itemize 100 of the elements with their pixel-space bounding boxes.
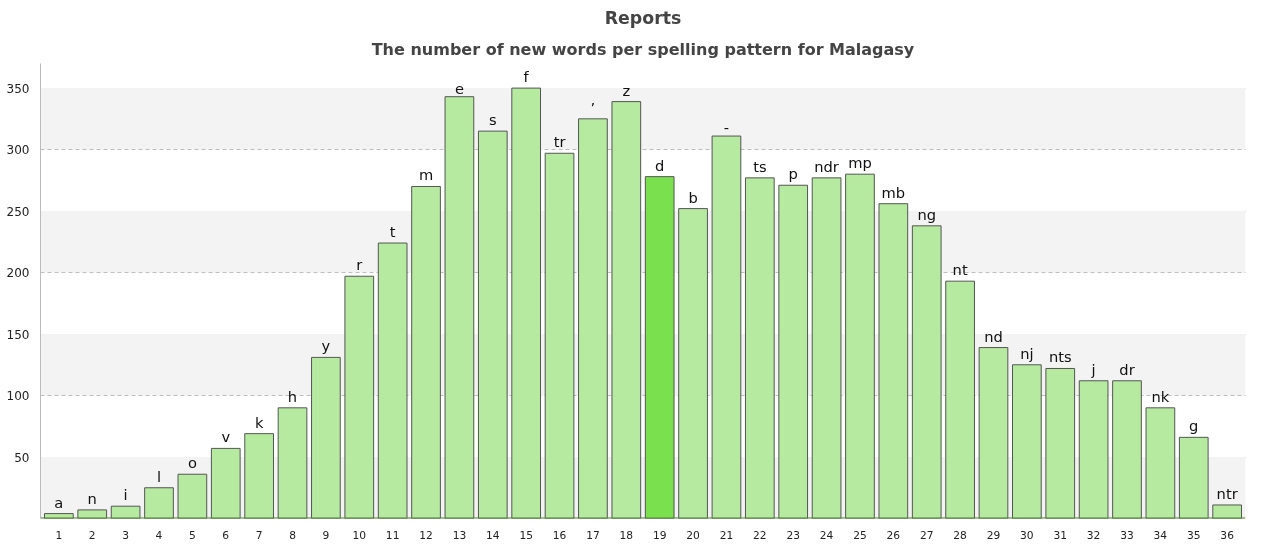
- annotation: p: [788, 165, 798, 183]
- bar: [444, 96, 475, 519]
- annotation: ntr: [1216, 484, 1239, 502]
- annotation: nd: [984, 327, 1003, 345]
- bar: [1078, 380, 1109, 519]
- bar: [1212, 504, 1242, 519]
- annotation: y: [321, 337, 331, 355]
- annotation: i: [123, 486, 128, 504]
- x-tick-label: 32: [1086, 528, 1101, 542]
- bar: [945, 280, 975, 519]
- bar: [1045, 367, 1076, 519]
- annotation: z: [622, 81, 631, 99]
- bar: [878, 203, 909, 519]
- x-tick-label: 22: [753, 528, 767, 542]
- bar: [377, 242, 408, 519]
- x-tick-label: 36: [1220, 528, 1235, 542]
- annotation: m: [418, 166, 434, 184]
- x-tick-label: 27: [919, 528, 934, 542]
- annotation: d: [655, 156, 665, 174]
- x-tick-label: 14: [486, 528, 500, 542]
- bar: [411, 185, 441, 519]
- bar: [678, 208, 708, 519]
- bar: [611, 101, 642, 519]
- annotation: ’: [590, 98, 596, 116]
- x-tick-label: 4: [155, 528, 163, 542]
- x-tick-label: 15: [519, 528, 533, 542]
- x-tick-label: 3: [122, 528, 130, 542]
- x-tick-label: 2: [88, 528, 96, 542]
- annotation: r: [356, 256, 364, 274]
- annotation: dr: [1119, 360, 1136, 378]
- bar: [1012, 364, 1042, 519]
- annotation: ndr: [814, 157, 840, 175]
- bar: [711, 135, 742, 519]
- annotation: nj: [1020, 344, 1034, 362]
- bar: [110, 505, 141, 519]
- annotation: b: [688, 188, 698, 206]
- annotation: n: [87, 489, 97, 507]
- annotation: v: [221, 428, 231, 446]
- x-tick-label: 13: [452, 528, 467, 542]
- bar: [77, 509, 108, 519]
- y-tick-label: 50: [14, 450, 30, 465]
- bar: [144, 487, 174, 519]
- chart-subtitle: The number of new words per spelling pattern for Malagasy: [371, 39, 915, 59]
- x-tick-label: 28: [953, 528, 968, 542]
- x-tick-label: 7: [255, 528, 263, 542]
- x-tick-label: 6: [222, 528, 230, 542]
- x-tick-label: 26: [886, 528, 901, 542]
- x-tick-label: 33: [1120, 528, 1134, 542]
- bar: [1145, 407, 1176, 519]
- y-tick-label: 300: [6, 143, 30, 158]
- annotation: j: [1090, 360, 1096, 378]
- annotation: -: [723, 119, 730, 137]
- bar: [177, 473, 208, 519]
- bar: [210, 447, 241, 519]
- x-tick-label: 12: [419, 528, 433, 542]
- x-tick-label: 20: [686, 528, 701, 542]
- x-tick-label: 29: [986, 528, 1001, 542]
- x-tick-label: 5: [188, 528, 196, 542]
- x-tick-label: 21: [719, 528, 734, 542]
- y-tick-label: 150: [6, 327, 30, 342]
- bar: [578, 118, 608, 519]
- annotation: o: [187, 454, 197, 472]
- bar: [1112, 380, 1142, 519]
- x-tick-label: 23: [786, 528, 800, 542]
- annotation: g: [1189, 417, 1199, 435]
- annotation: ts: [753, 157, 767, 175]
- annotation: e: [454, 79, 464, 97]
- y-tick-label: 200: [6, 266, 30, 281]
- x-tick-label: 18: [619, 528, 634, 542]
- bar: [811, 177, 842, 519]
- bar: [778, 184, 809, 519]
- x-tick-label: 34: [1153, 528, 1168, 542]
- x-tick-label: 19: [652, 528, 667, 542]
- x-tick-label: 9: [322, 528, 330, 542]
- bar: [845, 173, 875, 519]
- bar: [744, 177, 775, 519]
- annotation: l: [156, 467, 162, 485]
- y-tick-label: 100: [6, 389, 30, 404]
- annotation: ng: [917, 205, 937, 223]
- annotation: s: [488, 111, 497, 129]
- annotation: mp: [848, 154, 872, 172]
- x-tick-label: 1: [55, 528, 63, 542]
- bar: [44, 513, 74, 519]
- annotation: t: [389, 223, 396, 241]
- annotation: mb: [881, 183, 906, 201]
- annotation: nt: [952, 261, 968, 279]
- chart-title: Reports: [604, 7, 682, 28]
- bar: [644, 176, 675, 519]
- bar: [911, 225, 942, 519]
- bar: [244, 433, 274, 519]
- y-tick-label: 350: [6, 81, 30, 96]
- bar: [544, 152, 575, 519]
- bar: [511, 87, 542, 519]
- bar: [344, 275, 375, 519]
- annotation: nk: [1151, 387, 1170, 405]
- x-tick-label: 16: [552, 528, 567, 542]
- bar: [477, 130, 508, 519]
- x-tick-label: 10: [352, 528, 367, 542]
- x-tick-label: 30: [1020, 528, 1034, 542]
- x-tick-label: 31: [1053, 528, 1068, 542]
